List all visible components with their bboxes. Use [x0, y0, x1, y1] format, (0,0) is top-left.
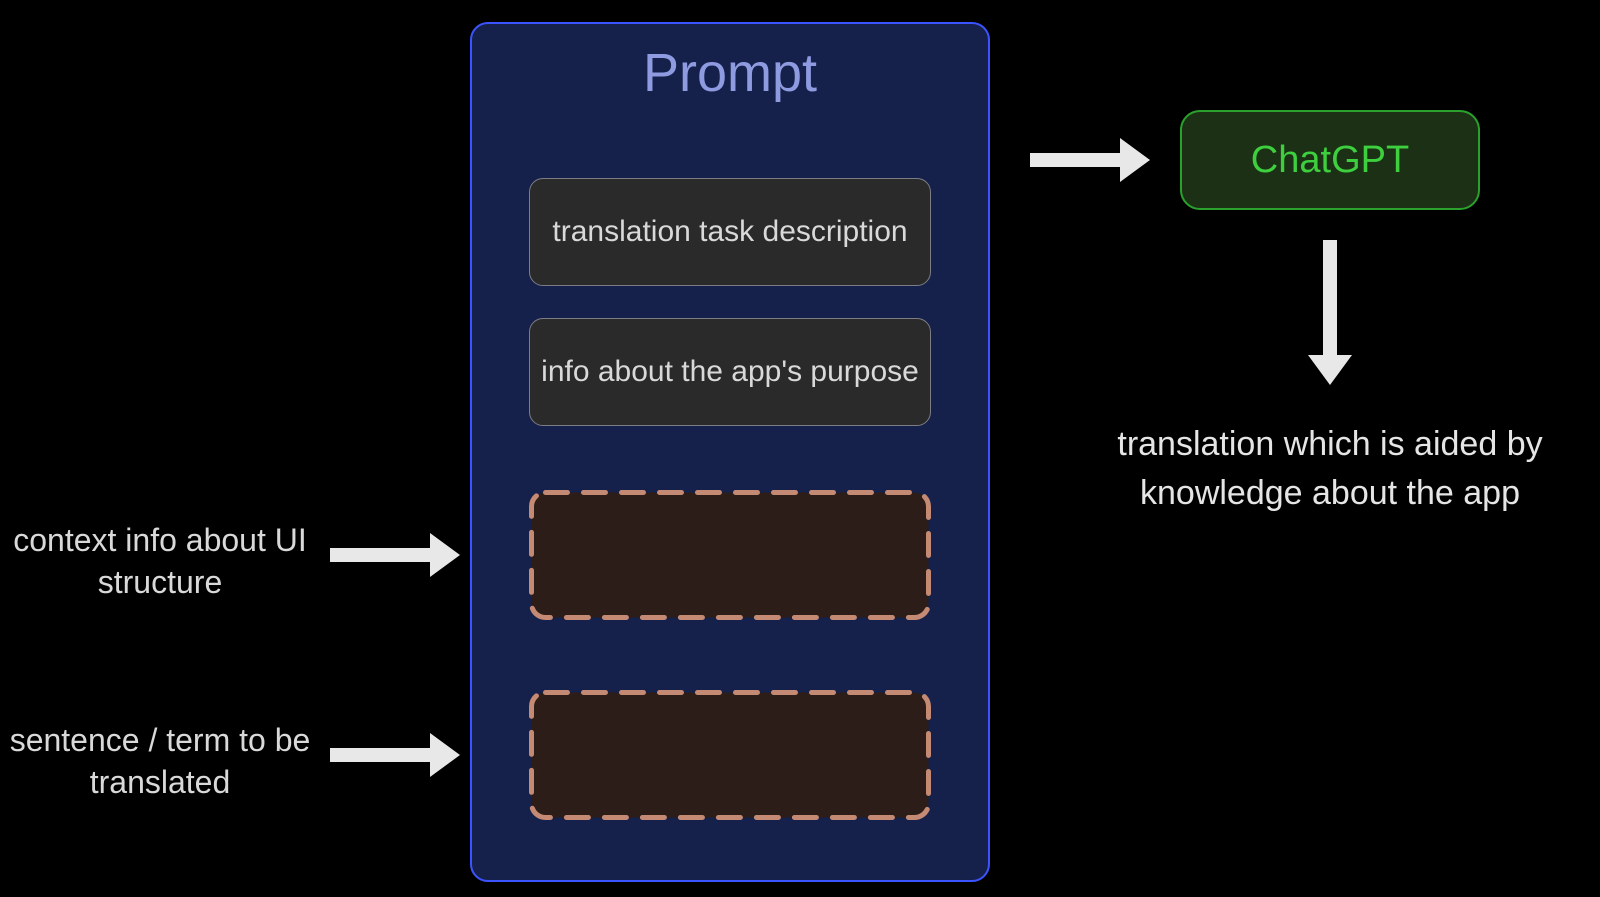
diagram-canvas: Prompt translation task description info… [0, 0, 1600, 897]
arrow-sentence-into-prompt [0, 0, 1600, 897]
